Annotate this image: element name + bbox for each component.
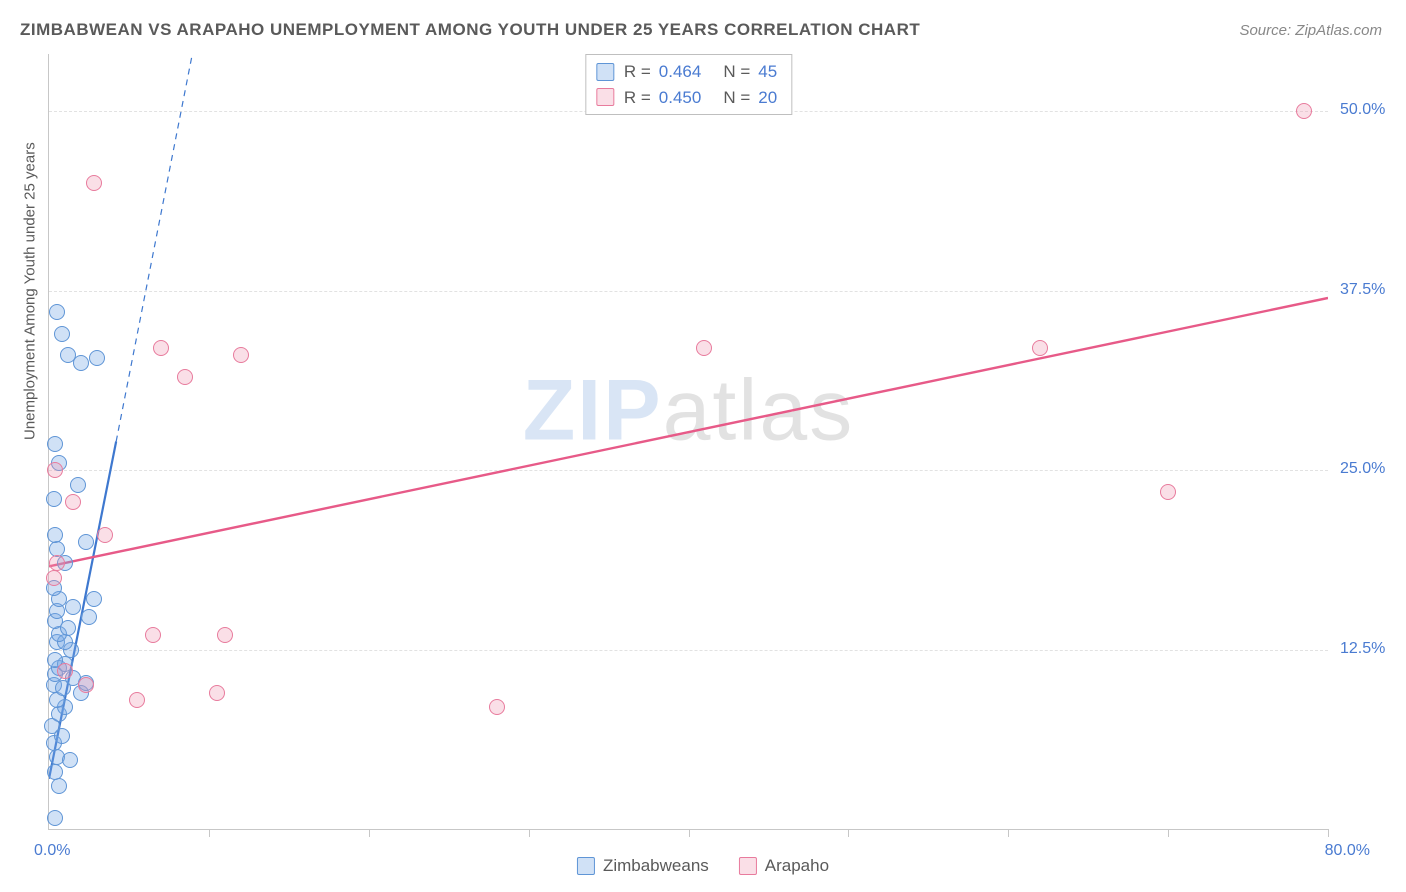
swatch-icon — [577, 857, 595, 875]
data-point — [233, 347, 249, 363]
x-axis-start-label: 0.0% — [34, 842, 70, 860]
x-tick — [848, 829, 849, 837]
data-point — [51, 778, 67, 794]
legend-row-arapaho: R = 0.450 N = 20 — [596, 85, 777, 111]
data-point — [65, 494, 81, 510]
data-point — [46, 491, 62, 507]
r-label: R = — [624, 85, 651, 111]
swatch-icon — [596, 63, 614, 81]
gridline — [49, 291, 1328, 292]
n-value: 45 — [758, 59, 777, 85]
data-point — [89, 350, 105, 366]
data-point — [47, 810, 63, 826]
data-point — [1296, 103, 1312, 119]
data-point — [489, 699, 505, 715]
r-value: 0.450 — [659, 85, 702, 111]
data-point — [57, 663, 73, 679]
x-tick — [689, 829, 690, 837]
legend-label: Zimbabweans — [603, 856, 709, 876]
correlation-legend: R = 0.464 N = 45 R = 0.450 N = 20 — [585, 54, 792, 115]
watermark-atlas: atlas — [663, 362, 855, 458]
x-tick — [1008, 829, 1009, 837]
data-point — [78, 677, 94, 693]
data-point — [49, 304, 65, 320]
series-legend: Zimbabweans Arapaho — [577, 856, 829, 876]
legend-item-arapaho: Arapaho — [739, 856, 829, 876]
trend-lines — [49, 54, 1328, 829]
y-tick-label: 37.5% — [1340, 281, 1385, 299]
data-point — [129, 692, 145, 708]
data-point — [86, 175, 102, 191]
gridline — [49, 470, 1328, 471]
data-point — [62, 752, 78, 768]
data-point — [177, 369, 193, 385]
plot-area: ZIPatlas R = 0.464 N = 45 R = 0.450 N = … — [48, 54, 1328, 830]
r-label: R = — [624, 59, 651, 85]
y-tick-label: 12.5% — [1340, 640, 1385, 658]
y-axis-label: Unemployment Among Youth under 25 years — [22, 142, 39, 440]
y-tick-label: 25.0% — [1340, 460, 1385, 478]
data-point — [65, 599, 81, 615]
data-point — [81, 609, 97, 625]
x-tick — [1168, 829, 1169, 837]
data-point — [47, 436, 63, 452]
legend-item-zimbabweans: Zimbabweans — [577, 856, 709, 876]
source-attribution: Source: ZipAtlas.com — [1239, 22, 1382, 39]
n-label: N = — [723, 85, 750, 111]
data-point — [49, 555, 65, 571]
n-value: 20 — [758, 85, 777, 111]
y-tick-label: 50.0% — [1340, 101, 1385, 119]
data-point — [78, 534, 94, 550]
swatch-icon — [596, 88, 614, 106]
data-point — [97, 527, 113, 543]
data-point — [70, 477, 86, 493]
legend-row-zimbabweans: R = 0.464 N = 45 — [596, 59, 777, 85]
x-axis-end-label: 80.0% — [1325, 842, 1370, 860]
data-point — [60, 347, 76, 363]
chart-title: ZIMBABWEAN VS ARAPAHO UNEMPLOYMENT AMONG… — [20, 20, 920, 40]
data-point — [47, 764, 63, 780]
x-tick — [529, 829, 530, 837]
gridline — [49, 650, 1328, 651]
data-point — [46, 570, 62, 586]
data-point — [86, 591, 102, 607]
x-tick — [1328, 829, 1329, 837]
data-point — [153, 340, 169, 356]
data-point — [1160, 484, 1176, 500]
r-value: 0.464 — [659, 59, 702, 85]
legend-label: Arapaho — [765, 856, 829, 876]
n-label: N = — [723, 59, 750, 85]
data-point — [47, 527, 63, 543]
data-point — [145, 627, 161, 643]
x-tick — [209, 829, 210, 837]
data-point — [54, 326, 70, 342]
data-point — [209, 685, 225, 701]
data-point — [1032, 340, 1048, 356]
watermark: ZIPatlas — [523, 361, 854, 460]
data-point — [217, 627, 233, 643]
data-point — [47, 462, 63, 478]
watermark-zip: ZIP — [523, 362, 663, 458]
swatch-icon — [739, 857, 757, 875]
x-tick — [369, 829, 370, 837]
correlation-chart: ZIMBABWEAN VS ARAPAHO UNEMPLOYMENT AMONG… — [0, 0, 1406, 892]
data-point — [696, 340, 712, 356]
